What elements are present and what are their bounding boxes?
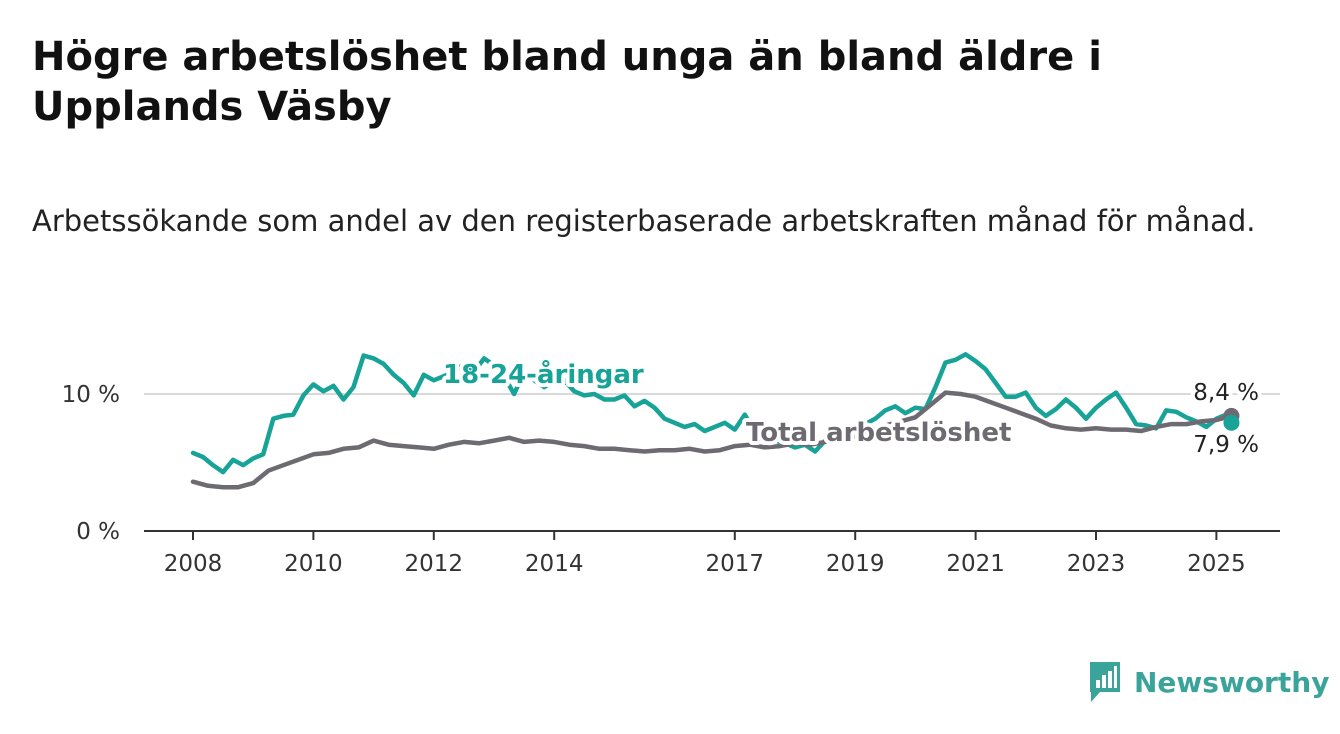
x-tick-label: 2017 xyxy=(706,551,765,577)
x-tick-label: 2010 xyxy=(284,551,343,577)
chart-subtitle: Arbetssökande som andel av den registerb… xyxy=(32,204,1256,238)
series-label-youth: 18-24-åringar xyxy=(443,358,644,390)
chart-title: Högre arbetslöshet bland unga än bland ä… xyxy=(32,34,1102,130)
y-tick-label: 0 % xyxy=(76,519,120,545)
line-chart: 0 % 10 % 2008 2010 2012 2014 2017 2019 2021 2023 2… xyxy=(62,352,1280,577)
x-tick-label: 2014 xyxy=(525,551,584,577)
axes: 0 % 10 % 2008 2010 2012 2014 2017 2019 2021 2023 2… xyxy=(62,382,1280,577)
end-value-label-youth: 7,9 % xyxy=(1193,432,1259,458)
series-labels: 18-24-åringar Total arbetslöshet 8,4 % 7,9 … xyxy=(439,354,1263,462)
x-tick-label: 2023 xyxy=(1067,551,1126,577)
x-tick-label: 2021 xyxy=(946,551,1005,577)
x-tick-label: 2012 xyxy=(405,551,464,577)
newsworthy-brand: Newsworthy xyxy=(1088,660,1329,704)
series-end-marker-youth xyxy=(1223,414,1240,431)
brand-name: Newsworthy xyxy=(1134,665,1330,699)
x-tick-label: 2019 xyxy=(826,551,885,577)
series-line-total xyxy=(190,390,1234,490)
newsworthy-logo-icon xyxy=(1090,662,1120,702)
series-line-youth xyxy=(190,352,1234,475)
series-label-total: Total arbetslöshet xyxy=(746,418,1011,448)
x-tick-label: 2008 xyxy=(164,551,223,577)
x-tick-label: 2025 xyxy=(1187,551,1246,577)
y-tick-label: 10 % xyxy=(62,382,120,408)
series-lines xyxy=(190,352,1240,490)
end-value-label-total: 8,4 % xyxy=(1193,380,1259,406)
